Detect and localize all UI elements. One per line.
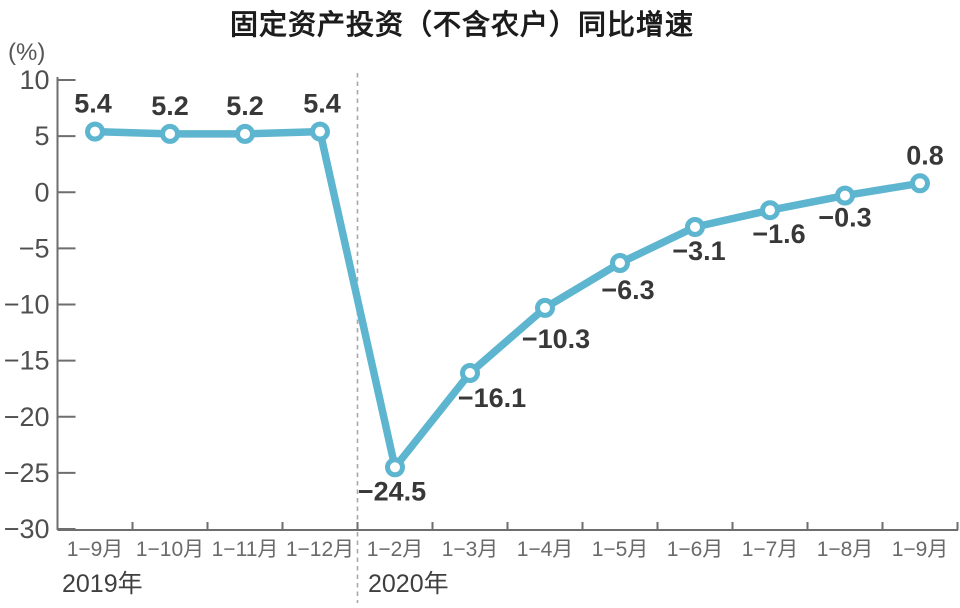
data-point-marker — [160, 123, 180, 144]
data-point-label: 5.4 — [303, 89, 341, 119]
x-tick-label: 1−6月 — [667, 538, 724, 561]
data-point-marker — [685, 217, 705, 237]
data-point-marker — [85, 121, 105, 142]
data-point-label: 0.8 — [906, 140, 944, 170]
data-point-marker — [310, 121, 330, 142]
y-tick-label: −25 — [4, 458, 50, 488]
data-point-marker — [460, 363, 480, 383]
data-point-marker — [910, 173, 930, 194]
year-label: 2019年 — [62, 570, 143, 598]
data-point-marker — [535, 297, 555, 318]
y-tick-label: 0 — [34, 177, 49, 207]
data-point-marker — [385, 457, 405, 478]
y-tick-label: −15 — [4, 346, 50, 376]
year-label: 2020年 — [368, 570, 449, 598]
y-tick-label: −30 — [4, 514, 50, 544]
data-point-label: −10.3 — [522, 324, 590, 354]
data-point-label: 5.4 — [74, 89, 112, 119]
data-point-label: −3.1 — [672, 236, 725, 266]
y-tick-label: 10 — [19, 65, 49, 95]
y-tick-label: −5 — [19, 233, 50, 263]
y-tick-label: 5 — [34, 121, 49, 151]
data-point-label: −6.3 — [601, 275, 654, 305]
y-tick-label: −20 — [4, 402, 50, 432]
series-line — [91, 127, 924, 472]
x-tick-label: 1−12月 — [286, 538, 354, 561]
data-point-label: 5.2 — [226, 91, 264, 121]
data-point-marker — [235, 123, 255, 144]
data-point-label: −24.5 — [358, 476, 426, 506]
x-tick-label: 1−10月 — [136, 538, 204, 561]
y-tick-label: −10 — [4, 290, 50, 320]
x-tick-label: 1−4月 — [517, 538, 574, 561]
x-tick-label: 1−2月 — [367, 538, 424, 561]
x-tick-label: 1−5月 — [592, 538, 649, 561]
data-point-label: −1.6 — [752, 219, 805, 249]
data-point-label: −16.1 — [458, 383, 526, 413]
data-point-label: −0.3 — [818, 203, 871, 233]
x-tick-label: 1−8月 — [817, 538, 874, 561]
x-tick-label: 1−11月 — [212, 538, 279, 561]
data-point-marker — [610, 253, 630, 273]
y-axis-unit-label: (%) — [8, 39, 46, 66]
x-tick-label: 1−9月 — [892, 538, 949, 561]
x-tick-label: 1−9月 — [67, 538, 124, 561]
data-point-label: 5.2 — [151, 91, 189, 121]
x-tick-label: 1−7月 — [742, 538, 799, 561]
data-point-marker — [835, 185, 855, 206]
data-point-marker — [760, 200, 780, 221]
x-tick-label: 1−3月 — [442, 538, 499, 561]
chart-title: 固定资产投资（不含农户）同比增速 — [229, 9, 694, 40]
